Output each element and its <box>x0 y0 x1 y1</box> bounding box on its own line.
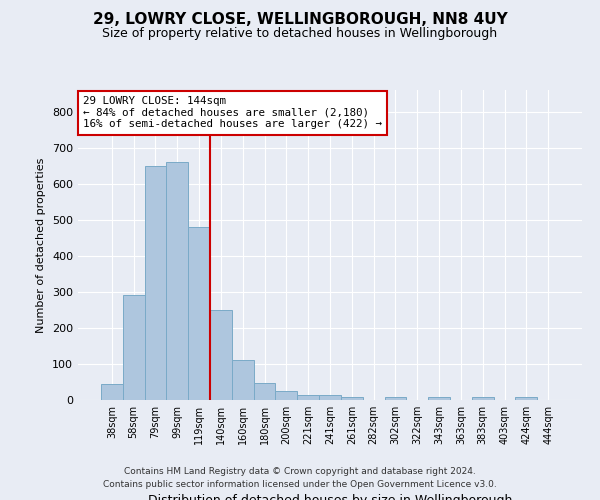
X-axis label: Distribution of detached houses by size in Wellingborough: Distribution of detached houses by size … <box>148 494 512 500</box>
Y-axis label: Number of detached properties: Number of detached properties <box>37 158 46 332</box>
Bar <box>341 397 363 400</box>
Text: Size of property relative to detached houses in Wellingborough: Size of property relative to detached ho… <box>103 28 497 40</box>
Bar <box>515 397 537 400</box>
Bar <box>166 162 188 400</box>
Text: Contains HM Land Registry data © Crown copyright and database right 2024.: Contains HM Land Registry data © Crown c… <box>124 467 476 476</box>
Bar <box>210 310 232 400</box>
Bar <box>232 360 254 400</box>
Bar <box>275 391 297 400</box>
Bar <box>101 384 123 400</box>
Bar <box>385 397 406 400</box>
Text: 29 LOWRY CLOSE: 144sqm
← 84% of detached houses are smaller (2,180)
16% of semi-: 29 LOWRY CLOSE: 144sqm ← 84% of detached… <box>83 96 382 130</box>
Bar <box>472 397 494 400</box>
Bar <box>188 227 210 400</box>
Bar <box>319 395 341 400</box>
Bar <box>428 397 450 400</box>
Text: 29, LOWRY CLOSE, WELLINGBOROUGH, NN8 4UY: 29, LOWRY CLOSE, WELLINGBOROUGH, NN8 4UY <box>92 12 508 28</box>
Bar <box>297 395 319 400</box>
Bar <box>254 382 275 400</box>
Bar <box>145 166 166 400</box>
Bar <box>123 296 145 400</box>
Text: Contains public sector information licensed under the Open Government Licence v3: Contains public sector information licen… <box>103 480 497 489</box>
